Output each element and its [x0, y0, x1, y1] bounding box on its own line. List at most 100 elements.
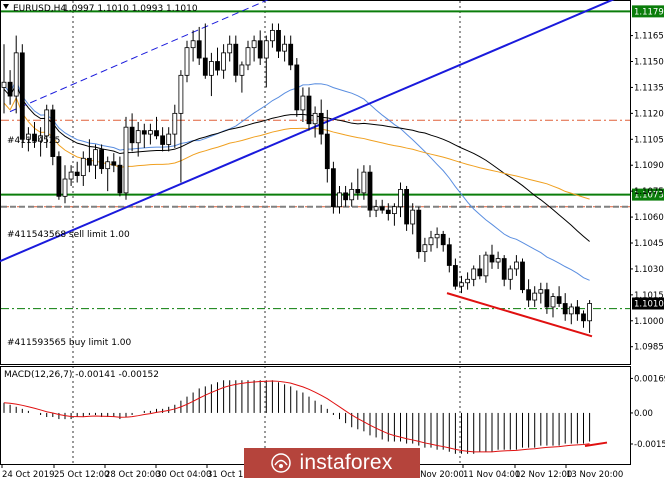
- candle-body: [477, 268, 483, 277]
- level-price-label-0: 1.1179: [634, 7, 664, 17]
- candle-body: [489, 254, 495, 263]
- candle-body: [562, 303, 568, 315]
- candle-body: [343, 192, 349, 201]
- candle-body: [19, 52, 25, 140]
- candle-body: [483, 254, 489, 277]
- price-tick-label: 1.1150: [634, 58, 664, 68]
- candle-body: [587, 303, 592, 322]
- support-line: [446, 292, 593, 338]
- candle-body: [208, 61, 214, 76]
- candle-body: [373, 206, 379, 211]
- candle-body: [379, 206, 385, 211]
- candle-body: [25, 133, 31, 140]
- candle-body: [215, 61, 220, 71]
- candle-body: [62, 178, 68, 197]
- candle-body: [13, 52, 19, 97]
- candle-body: [391, 206, 397, 215]
- instaforex-logo-icon: [271, 453, 292, 473]
- price-tick-label: 1.1045: [634, 239, 664, 249]
- candle-body: [123, 126, 129, 194]
- candle-body: [410, 209, 416, 225]
- candle-body: [80, 157, 86, 176]
- candle-body: [257, 40, 263, 59]
- price-tick-label: 1.1135: [634, 83, 664, 93]
- candle-body: [404, 189, 410, 225]
- price-tick-label: 1.1015: [634, 291, 664, 301]
- candle-body: [398, 189, 403, 208]
- candle-body: [575, 306, 580, 315]
- candle-body: [501, 258, 507, 280]
- candle-body: [300, 95, 306, 111]
- candle-body: [568, 306, 574, 315]
- candle-body: [312, 112, 318, 125]
- candle-body: [184, 47, 190, 76]
- collapse-triangle-icon[interactable]: [3, 4, 9, 9]
- macd-header: MACD(12,26,7) -0.00141 -0.00152: [4, 370, 159, 380]
- price-tick-label: 1.1000: [634, 317, 664, 327]
- candle-body: [446, 244, 452, 266]
- ohlc-label: 1.0997 1.1010 1.0993 1.1010: [63, 4, 198, 14]
- candle-body: [172, 112, 178, 135]
- candle-body: [428, 237, 434, 246]
- candle-body: [349, 189, 355, 201]
- macd-signal-line: [3, 380, 590, 453]
- candle-body: [99, 149, 104, 170]
- candle-body: [221, 52, 227, 71]
- macd-trend-line: [584, 441, 608, 448]
- candle-body: [276, 29, 281, 52]
- candle-body: [245, 47, 251, 66]
- macd-indicator: 0.00169 0.00 -0.00152: [3, 374, 665, 454]
- time-tick-label: 7 Nov 20:00: [412, 470, 464, 480]
- price-tick-label: 1.1105: [634, 135, 664, 145]
- candle-body: [556, 296, 562, 304]
- candle-body: [324, 133, 330, 170]
- candle-body: [422, 244, 428, 253]
- candle-body: [337, 192, 342, 208]
- candle-body: [56, 156, 62, 197]
- candle-body: [68, 171, 74, 180]
- candle-body: [154, 130, 159, 137]
- vertical-gridlines: [72, 1, 461, 464]
- candle-body: [514, 261, 519, 270]
- candle-body: [93, 149, 98, 166]
- price-tick-label: 1.1165: [634, 32, 664, 42]
- candle-body: [227, 43, 233, 54]
- candle-body: [471, 268, 477, 280]
- candle-body: [129, 126, 135, 144]
- macd-tick-label: -0.00152: [634, 440, 665, 450]
- candle-body: [233, 43, 239, 76]
- candle-body: [288, 43, 294, 66]
- candle-body: [147, 130, 153, 135]
- price-tick-label: 1.1075: [634, 187, 664, 197]
- candle-body: [105, 161, 111, 170]
- price-tick-label: 1.1030: [634, 265, 664, 275]
- candle-body: [263, 40, 269, 59]
- candle-body: [141, 130, 147, 135]
- time-tick-label: 13 Nov 20:00: [566, 470, 623, 480]
- candle-body: [32, 133, 37, 142]
- macd-tick-label: 0.00169: [634, 374, 665, 384]
- candle-body: [385, 209, 391, 215]
- price-panel: [0, 0, 631, 365]
- time-tick-label: 28 Oct 20:00: [105, 470, 160, 480]
- macd-tick-label: 0.00: [634, 409, 653, 419]
- candle-body: [111, 161, 117, 166]
- candle-body: [1, 81, 7, 88]
- price-tick-label: 1.1060: [634, 213, 664, 223]
- candle-body: [269, 29, 275, 42]
- level-price-box-1: [632, 188, 664, 201]
- candle-body: [318, 112, 324, 135]
- candle-body: [544, 289, 550, 308]
- candle-body: [440, 233, 446, 246]
- time-tick-label: 12 Nov 12:00: [515, 470, 572, 480]
- current-price-label: 1.1010: [634, 300, 664, 310]
- order-label-2: #411543568 sell limit 1.00: [7, 230, 130, 240]
- candle-body: [361, 171, 367, 194]
- candle-body: [239, 64, 245, 76]
- header: EURUSD,H4 1.0997 1.1010 1.0993 1.1010: [3, 4, 198, 14]
- candle-body: [581, 313, 586, 322]
- candle-body: [282, 43, 288, 52]
- candle-body: [178, 74, 184, 114]
- watermark: instaforex: [244, 448, 420, 478]
